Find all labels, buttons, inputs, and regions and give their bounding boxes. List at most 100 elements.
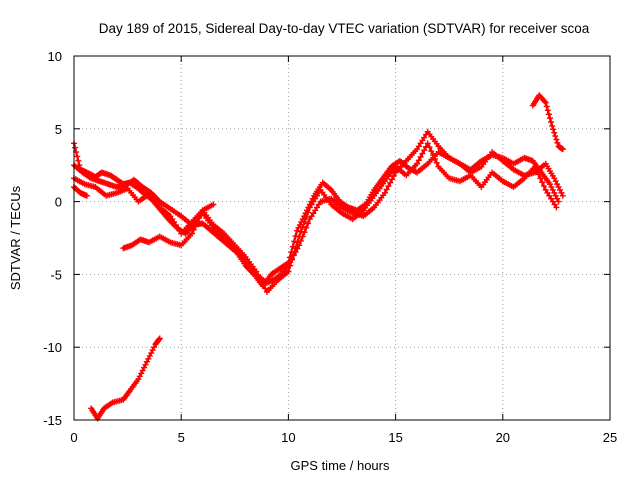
y-tick-label: 5: [55, 122, 62, 137]
data-point: [192, 222, 199, 229]
data-point: [292, 245, 299, 252]
data-point: [194, 218, 201, 225]
data-point: [297, 228, 304, 235]
data-point: [414, 160, 421, 167]
data-point: [303, 214, 310, 221]
data-point: [389, 176, 396, 183]
x-tick-label: 20: [496, 430, 510, 445]
data-point: [533, 167, 540, 174]
y-tick-label: 0: [55, 195, 62, 210]
data-point: [381, 189, 388, 196]
data-point: [197, 211, 204, 218]
data-point: [288, 256, 295, 263]
series-track-5: [120, 201, 217, 252]
data-point: [531, 163, 538, 170]
axis-ticks: 0 5 10 15 20 25 -15 -10 -5 0 5 10: [43, 49, 617, 445]
y-axis-title: SDTVAR / TECUs: [8, 185, 23, 290]
series-track-7: [529, 92, 566, 153]
data-point: [537, 175, 544, 182]
y-tick-label: -15: [43, 413, 62, 428]
data-point: [256, 275, 263, 282]
data-point: [544, 107, 551, 114]
data-point: [390, 172, 397, 179]
data-point: [551, 129, 558, 136]
data-point: [188, 230, 195, 237]
data-point: [75, 157, 82, 164]
data-point: [287, 262, 294, 269]
data-point: [258, 278, 265, 285]
data-point: [545, 111, 552, 118]
data-point: [540, 183, 547, 190]
data-point: [305, 220, 312, 227]
series-line: [90, 337, 161, 420]
data-point: [262, 285, 269, 292]
data-point: [431, 155, 438, 162]
data-point: [535, 171, 542, 178]
data-point: [415, 157, 422, 164]
data-point: [190, 226, 197, 233]
data-point: [383, 186, 390, 193]
data-point: [554, 139, 561, 146]
data-point: [542, 99, 549, 106]
data-point: [417, 153, 424, 160]
data-point: [539, 179, 546, 186]
data-point: [421, 147, 428, 154]
data-point: [156, 336, 163, 343]
data-point: [303, 224, 310, 231]
data-point: [156, 335, 163, 342]
data-point: [253, 268, 260, 275]
series-track-6: [88, 335, 163, 422]
data-point: [72, 144, 79, 151]
data-point: [546, 115, 553, 122]
data-point: [559, 146, 566, 153]
y-tick-label: -10: [43, 340, 62, 355]
data-point: [550, 126, 557, 133]
data-point: [541, 98, 548, 105]
series-track-4: [71, 184, 90, 199]
series-line: [531, 94, 564, 151]
series-group: [71, 92, 566, 422]
x-tick-label: 15: [388, 430, 402, 445]
series-track-3: [71, 140, 560, 295]
plot-frame: [73, 55, 611, 421]
series-track-1: [71, 140, 562, 290]
x-axis-title: GPS time / hours: [291, 458, 390, 473]
data-point: [424, 140, 431, 147]
data-point: [299, 223, 306, 230]
chart-title: Day 189 of 2015, Sidereal Day-to-day VTE…: [99, 21, 590, 36]
data-point: [296, 233, 303, 240]
data-point: [555, 198, 562, 205]
data-point: [83, 192, 90, 199]
data-point: [426, 144, 433, 151]
x-tick-label: 0: [70, 430, 77, 445]
data-point: [549, 122, 556, 129]
x-tick-label: 5: [178, 430, 185, 445]
data-point: [196, 215, 203, 222]
data-point: [305, 209, 312, 216]
data-point: [553, 204, 560, 211]
data-point: [385, 183, 392, 190]
data-point: [553, 136, 560, 143]
y-tick-label: -5: [50, 267, 62, 282]
data-point: [285, 268, 292, 275]
data-point: [260, 282, 267, 289]
x-tick-label: 25: [603, 430, 617, 445]
series-track-2: [71, 128, 566, 287]
data-point: [430, 152, 437, 159]
data-point: [297, 237, 304, 244]
x-tick-label: 10: [281, 430, 295, 445]
data-point: [428, 148, 435, 155]
data-point: [291, 238, 298, 245]
data-point: [290, 251, 297, 258]
data-point: [301, 218, 308, 225]
data-point: [74, 153, 81, 160]
data-point: [387, 179, 394, 186]
data-point: [210, 201, 217, 208]
data-point: [559, 192, 566, 199]
data-point: [543, 103, 550, 110]
series-line: [72, 142, 558, 293]
data-point: [255, 271, 262, 278]
y-tick-label: 10: [48, 49, 62, 64]
data-point: [548, 119, 555, 126]
